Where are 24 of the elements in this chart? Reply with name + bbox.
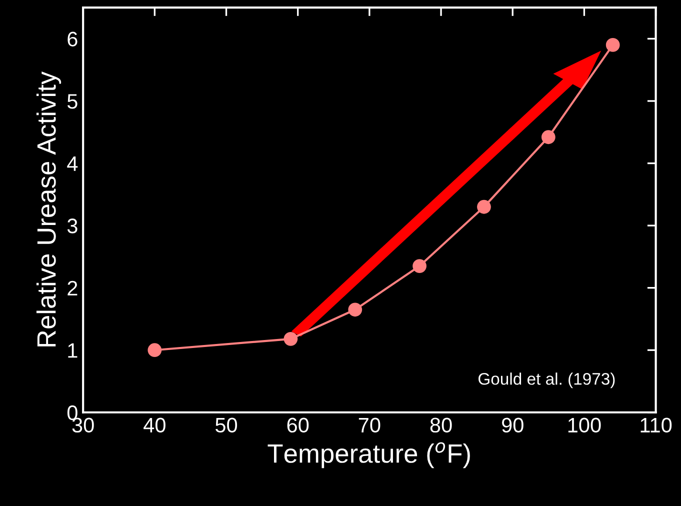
point — [148, 343, 162, 358]
x-tick-label: 110 — [640, 418, 672, 433]
x-tick-label: 100 — [568, 418, 601, 433]
y-tick-label: 1 — [68, 343, 78, 358]
y-tick-label: 4 — [67, 156, 78, 171]
annotation: Gould et al. (1973) — [478, 372, 615, 388]
point — [412, 259, 426, 273]
point — [477, 200, 491, 214]
y-tick-label: 6 — [68, 32, 78, 46]
x-axis-title: Temperature ($^{o}$F) — [268, 442, 470, 468]
y-tick-label: 2 — [68, 280, 78, 296]
x-tick-label: 50 — [216, 418, 238, 433]
point — [606, 38, 620, 52]
point — [541, 130, 556, 144]
y-tick-label: 5 — [67, 94, 78, 109]
x-tick-label: 70 — [358, 418, 380, 433]
y-tick-label: 3 — [67, 218, 78, 234]
x-tick-label: 60 — [287, 418, 309, 433]
y-axis-title: Relative Urease Activity — [36, 71, 62, 346]
point — [284, 332, 298, 346]
x-tick-label: 40 — [144, 418, 166, 433]
x-tick-label: 80 — [430, 418, 452, 433]
point — [348, 302, 362, 317]
x-tick-label: 90 — [502, 418, 524, 433]
